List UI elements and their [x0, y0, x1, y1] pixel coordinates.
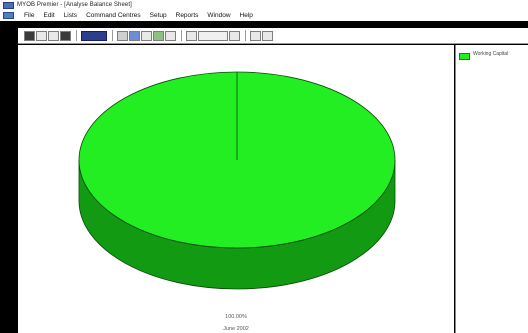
chart-plot-area: 100.00% June 2002: [18, 45, 454, 333]
window-title: MYOB Premier - [Analyse Balance Sheet]: [17, 2, 132, 8]
app-icon: [3, 1, 14, 9]
toolbar-separator: [181, 30, 182, 41]
3d-icon[interactable]: [229, 30, 240, 41]
menu-file[interactable]: File: [24, 11, 35, 19]
chart-type-icon[interactable]: [117, 30, 128, 41]
grid-icon[interactable]: [250, 30, 261, 41]
print-icon[interactable]: [36, 30, 47, 41]
legend-label: Working Capital: [473, 51, 509, 57]
menu-setup[interactable]: Setup: [149, 11, 167, 19]
color-picker[interactable]: [81, 30, 107, 41]
menu-bar: File Edit Lists Command Centres Setup Re…: [0, 10, 528, 20]
chart-toolbar: [18, 28, 528, 44]
pie-chart: [78, 71, 396, 290]
legend-swatch: [459, 53, 470, 60]
zoom-icon[interactable]: [48, 30, 59, 41]
menu-help[interactable]: Help: [239, 11, 253, 19]
menu-window[interactable]: Window: [207, 11, 231, 19]
filter-icon[interactable]: [262, 30, 273, 41]
menu-edit[interactable]: Edit: [43, 11, 55, 19]
menu-reports[interactable]: Reports: [175, 11, 199, 19]
legend-entry: Working Capital: [459, 51, 521, 60]
chart-caption: June 2002: [223, 326, 249, 332]
legend-panel: Working Capital: [455, 45, 528, 333]
menu-command-centres[interactable]: Command Centres: [86, 11, 141, 19]
toolbar-separator: [245, 30, 246, 41]
table-icon[interactable]: [165, 30, 176, 41]
menu-lists[interactable]: Lists: [63, 11, 78, 19]
line-icon[interactable]: [153, 30, 164, 41]
stack-icon[interactable]: [198, 30, 228, 41]
options-icon[interactable]: [60, 30, 71, 41]
pie-icon[interactable]: [129, 30, 140, 41]
save-icon[interactable]: [24, 30, 35, 41]
bar-icon[interactable]: [141, 30, 152, 41]
slice-percent-label: 100.00%: [225, 314, 247, 320]
toolbar-separator: [76, 30, 77, 41]
title-bar: MYOB Premier - [Analyse Balance Sheet]: [0, 0, 528, 10]
document-icon[interactable]: [3, 11, 14, 19]
area-icon[interactable]: [186, 30, 197, 41]
toolbar-separator: [112, 30, 113, 41]
